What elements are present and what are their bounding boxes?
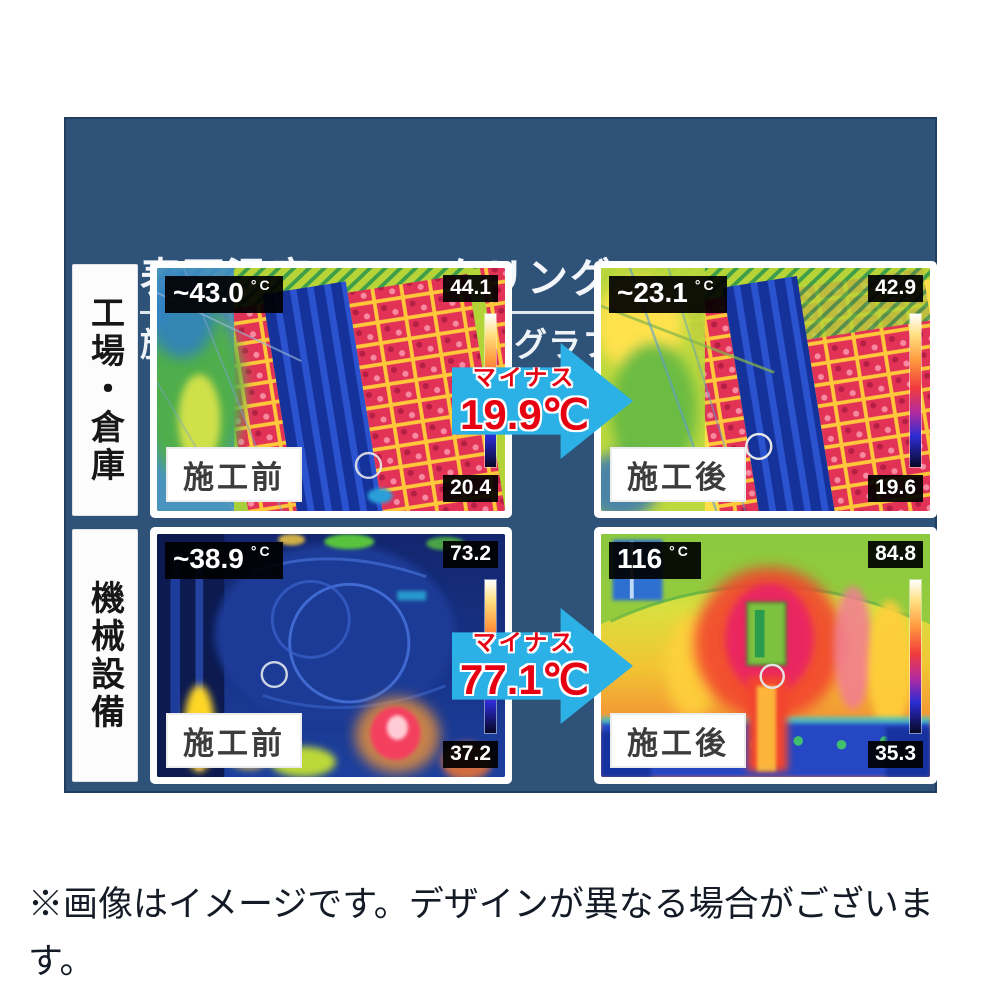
temperature-scale-bar — [910, 314, 921, 467]
before-label: 施工前 — [166, 713, 302, 768]
spot-value: ~38.9 — [173, 543, 244, 574]
arrow-text-minus: マイナス — [472, 364, 577, 391]
thermal-photo: ~38.9 °C 73.2 施工前 37.2 — [157, 534, 505, 777]
arrow-text-minus: マイナス — [472, 629, 577, 656]
max-temperature-badge: 44.1 — [443, 275, 498, 302]
min-temperature-badge: 19.6 — [868, 475, 923, 502]
spot-temperature-badge: 116 °C — [609, 542, 701, 579]
before-label: 施工前 — [166, 447, 302, 502]
thermal-image-machinery-before: ~38.9 °C 73.2 施工前 37.2 — [150, 527, 512, 784]
category-text: 工場・倉庫 — [85, 295, 124, 485]
thermal-photo: ~43.0 °C 44.1 施工前 20.4 — [157, 268, 505, 511]
category-label-factory-warehouse: 工場・倉庫 — [72, 264, 138, 516]
spot-value: ~23.1 — [617, 277, 688, 308]
thermal-photo: ~23.1 °C 42.9 施工後 19.6 — [601, 268, 930, 511]
spot-value: ~43.0 — [173, 277, 244, 308]
temperature-scale-bar — [910, 580, 921, 733]
disclaimer-line1: ※画像はイメージです。デザインが異なる場合がございます。 — [28, 885, 934, 981]
category-label-machinery: 機械設備 — [72, 529, 138, 782]
max-temperature-badge: 84.8 — [868, 541, 923, 568]
category-text: 機械設備 — [85, 579, 124, 732]
min-temperature-badge: 37.2 — [443, 741, 498, 768]
spot-temperature-badge: ~43.0 °C — [165, 276, 283, 313]
temp-unit: °C — [250, 543, 273, 559]
min-temperature-badge: 35.3 — [868, 741, 923, 768]
thermal-photo: 116 °C 84.8 施工後 35.3 — [601, 534, 930, 777]
spot-value: 116 — [617, 543, 663, 574]
spot-temperature-badge: ~23.1 °C — [609, 276, 727, 313]
temp-unit: °C — [694, 277, 717, 293]
after-label: 施工後 — [610, 447, 746, 502]
temp-unit: °C — [250, 277, 273, 293]
max-temperature-badge: 42.9 — [868, 275, 923, 302]
disclaimer: ※画像はイメージです。デザインが異なる場合がございます。 詳細はメーカーページを… — [28, 876, 988, 1000]
thermal-image-factory-after: ~23.1 °C 42.9 施工後 19.6 — [594, 261, 937, 518]
after-label: 施工後 — [610, 713, 746, 768]
thermal-image-factory-before: ~43.0 °C 44.1 施工前 20.4 — [150, 261, 512, 518]
temp-unit: °C — [669, 543, 691, 559]
disclaimer-line2: 詳細はメーカーページをご確認ください。 — [64, 990, 988, 1000]
min-temperature-badge: 20.4 — [443, 475, 498, 502]
thermal-image-machinery-after: 116 °C 84.8 施工後 35.3 — [594, 527, 937, 784]
arrow-text-delta: 77.1℃ — [460, 655, 589, 703]
spot-temperature-badge: ~38.9 °C — [165, 542, 283, 579]
max-temperature-badge: 73.2 — [443, 541, 498, 568]
arrow-text-delta: 19.9℃ — [460, 390, 589, 438]
